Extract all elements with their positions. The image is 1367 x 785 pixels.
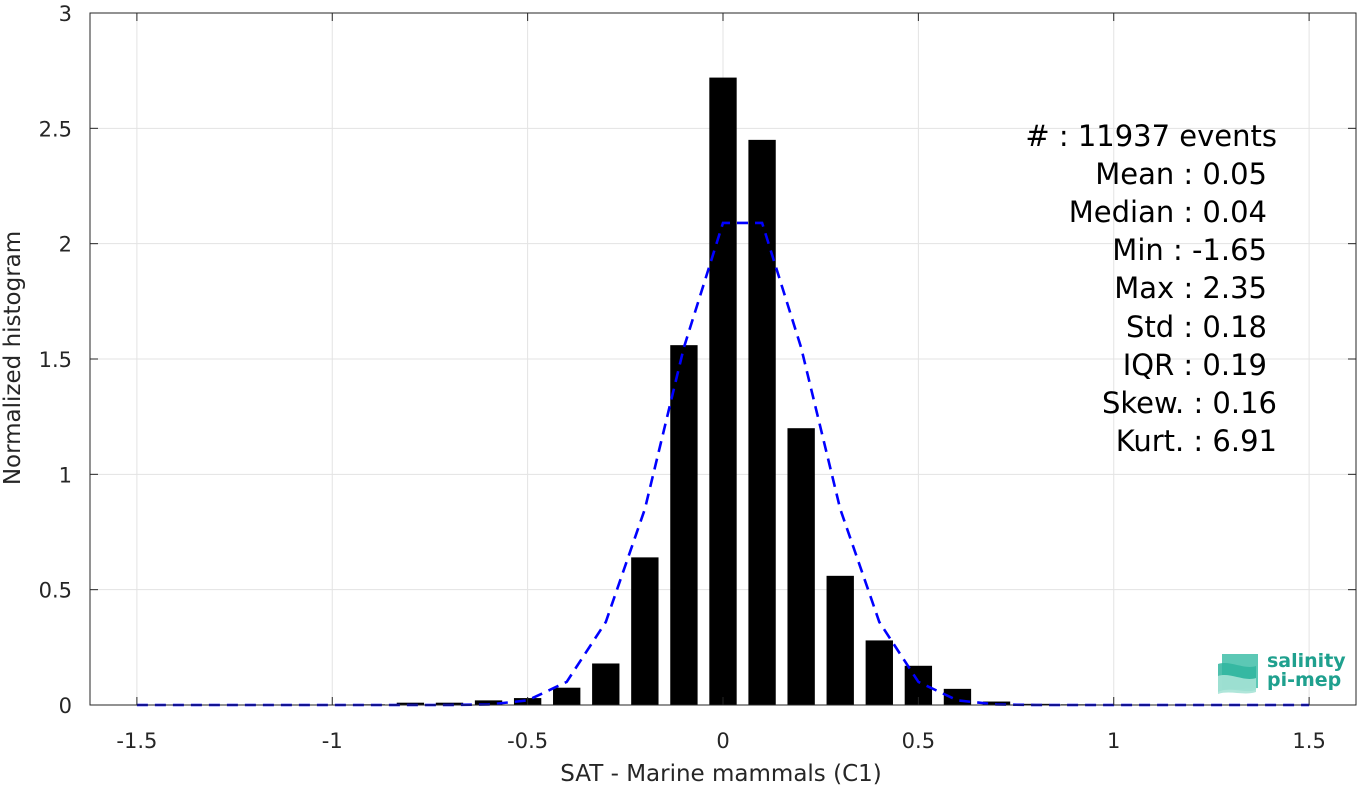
bar-12 bbox=[592, 663, 620, 705]
bar-11 bbox=[553, 687, 581, 705]
tick-labels: -1.5 -1 -0.5 0 0.5 1 1.5 0 0.5 1 1.5 2 2.5 3 bbox=[39, 2, 1326, 753]
y-axis-label: Normalized histogram bbox=[0, 231, 26, 485]
stats-annotation: # : 11937 events Mean : 0.05 Median : 0.… bbox=[1025, 119, 1277, 458]
bar-18 bbox=[826, 575, 854, 705]
x-tick-label-0: -1.5 bbox=[116, 729, 157, 753]
y-tick-label-2: 1 bbox=[59, 463, 72, 487]
logo-wave-icon bbox=[1218, 654, 1258, 694]
x-tick-label-5: 1 bbox=[1107, 729, 1120, 753]
logo-line-2: pi-mep bbox=[1267, 669, 1341, 691]
salinity-pi-mep-logo: salinity pi-mep bbox=[1218, 650, 1346, 694]
y-tick-label-4: 2 bbox=[59, 233, 72, 257]
y-tick-label-3: 1.5 bbox=[39, 348, 72, 372]
bars bbox=[123, 77, 1323, 706]
bar-15 bbox=[709, 77, 737, 705]
bar-17 bbox=[787, 428, 815, 705]
stat-skew: Skew. : 0.16 bbox=[1102, 386, 1277, 420]
stat-median: Median : 0.04 bbox=[1069, 195, 1267, 229]
y-tick-label-6: 3 bbox=[59, 2, 72, 26]
x-tick-label-3: 0 bbox=[716, 729, 729, 753]
x-tick-label-4: 0.5 bbox=[902, 729, 935, 753]
bar-19 bbox=[865, 640, 893, 705]
x-tick-label-2: -0.5 bbox=[507, 729, 548, 753]
stat-mean: Mean : 0.05 bbox=[1095, 157, 1267, 191]
stat-min: Min : -1.65 bbox=[1112, 233, 1267, 267]
logo-line-1: salinity bbox=[1267, 650, 1346, 672]
y-tick-label-1: 0.5 bbox=[39, 579, 72, 603]
x-axis-label: SAT - Marine mammals (C1) bbox=[560, 761, 882, 785]
bar-16 bbox=[748, 139, 776, 705]
bar-13 bbox=[631, 557, 659, 705]
y-tick-label-0: 0 bbox=[59, 694, 72, 718]
stat-kurt: Kurt. : 6.91 bbox=[1116, 424, 1277, 458]
bar-14 bbox=[670, 345, 698, 705]
stat-std: Std : 0.18 bbox=[1126, 310, 1267, 344]
stat-max: Max : 2.35 bbox=[1114, 271, 1267, 305]
x-tick-label-6: 1.5 bbox=[1292, 729, 1325, 753]
y-tick-label-5: 2.5 bbox=[39, 117, 72, 141]
bar-9 bbox=[474, 700, 503, 705]
stat-count: # : 11937 events bbox=[1025, 119, 1277, 153]
x-tick-label-1: -1 bbox=[322, 729, 343, 753]
axes bbox=[89, 12, 1357, 706]
stat-iqr: IQR : 0.19 bbox=[1123, 348, 1267, 382]
